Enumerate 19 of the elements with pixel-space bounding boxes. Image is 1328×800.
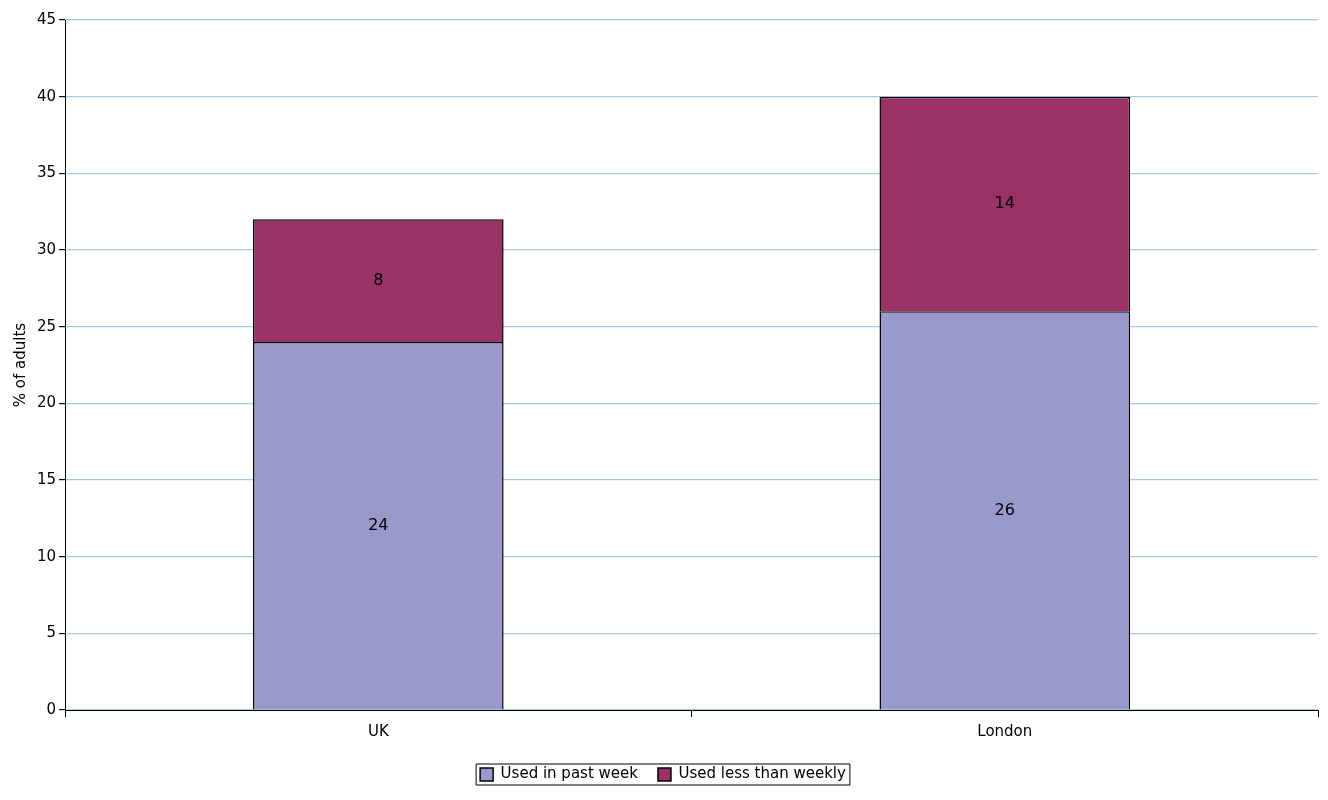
y-tick-label: 20 (36, 393, 57, 412)
x-tick-label: UK (367, 721, 390, 740)
y-tick-label: 35 (36, 163, 57, 182)
y-tick-label: 15 (36, 469, 57, 488)
data-label: 14 (994, 193, 1015, 213)
data-label: 8 (373, 269, 384, 289)
x-tick-label: London (977, 721, 1033, 740)
y-tick-label: 45 (36, 9, 57, 28)
y-tick-label: 40 (36, 86, 57, 105)
legend-label: Used in past week (500, 764, 639, 783)
data-label: 26 (994, 499, 1015, 519)
y-tick-label: 10 (36, 546, 57, 565)
y-tick-label: 0 (46, 699, 57, 718)
data-label: 24 (368, 514, 389, 534)
y-tick-label: 5 (46, 623, 57, 642)
y-tick-label: 25 (36, 316, 57, 335)
legend-label: Used less than weekly (678, 764, 846, 783)
y-tick-label: 30 (36, 239, 57, 258)
y-axis-title: % of adults (10, 322, 29, 408)
